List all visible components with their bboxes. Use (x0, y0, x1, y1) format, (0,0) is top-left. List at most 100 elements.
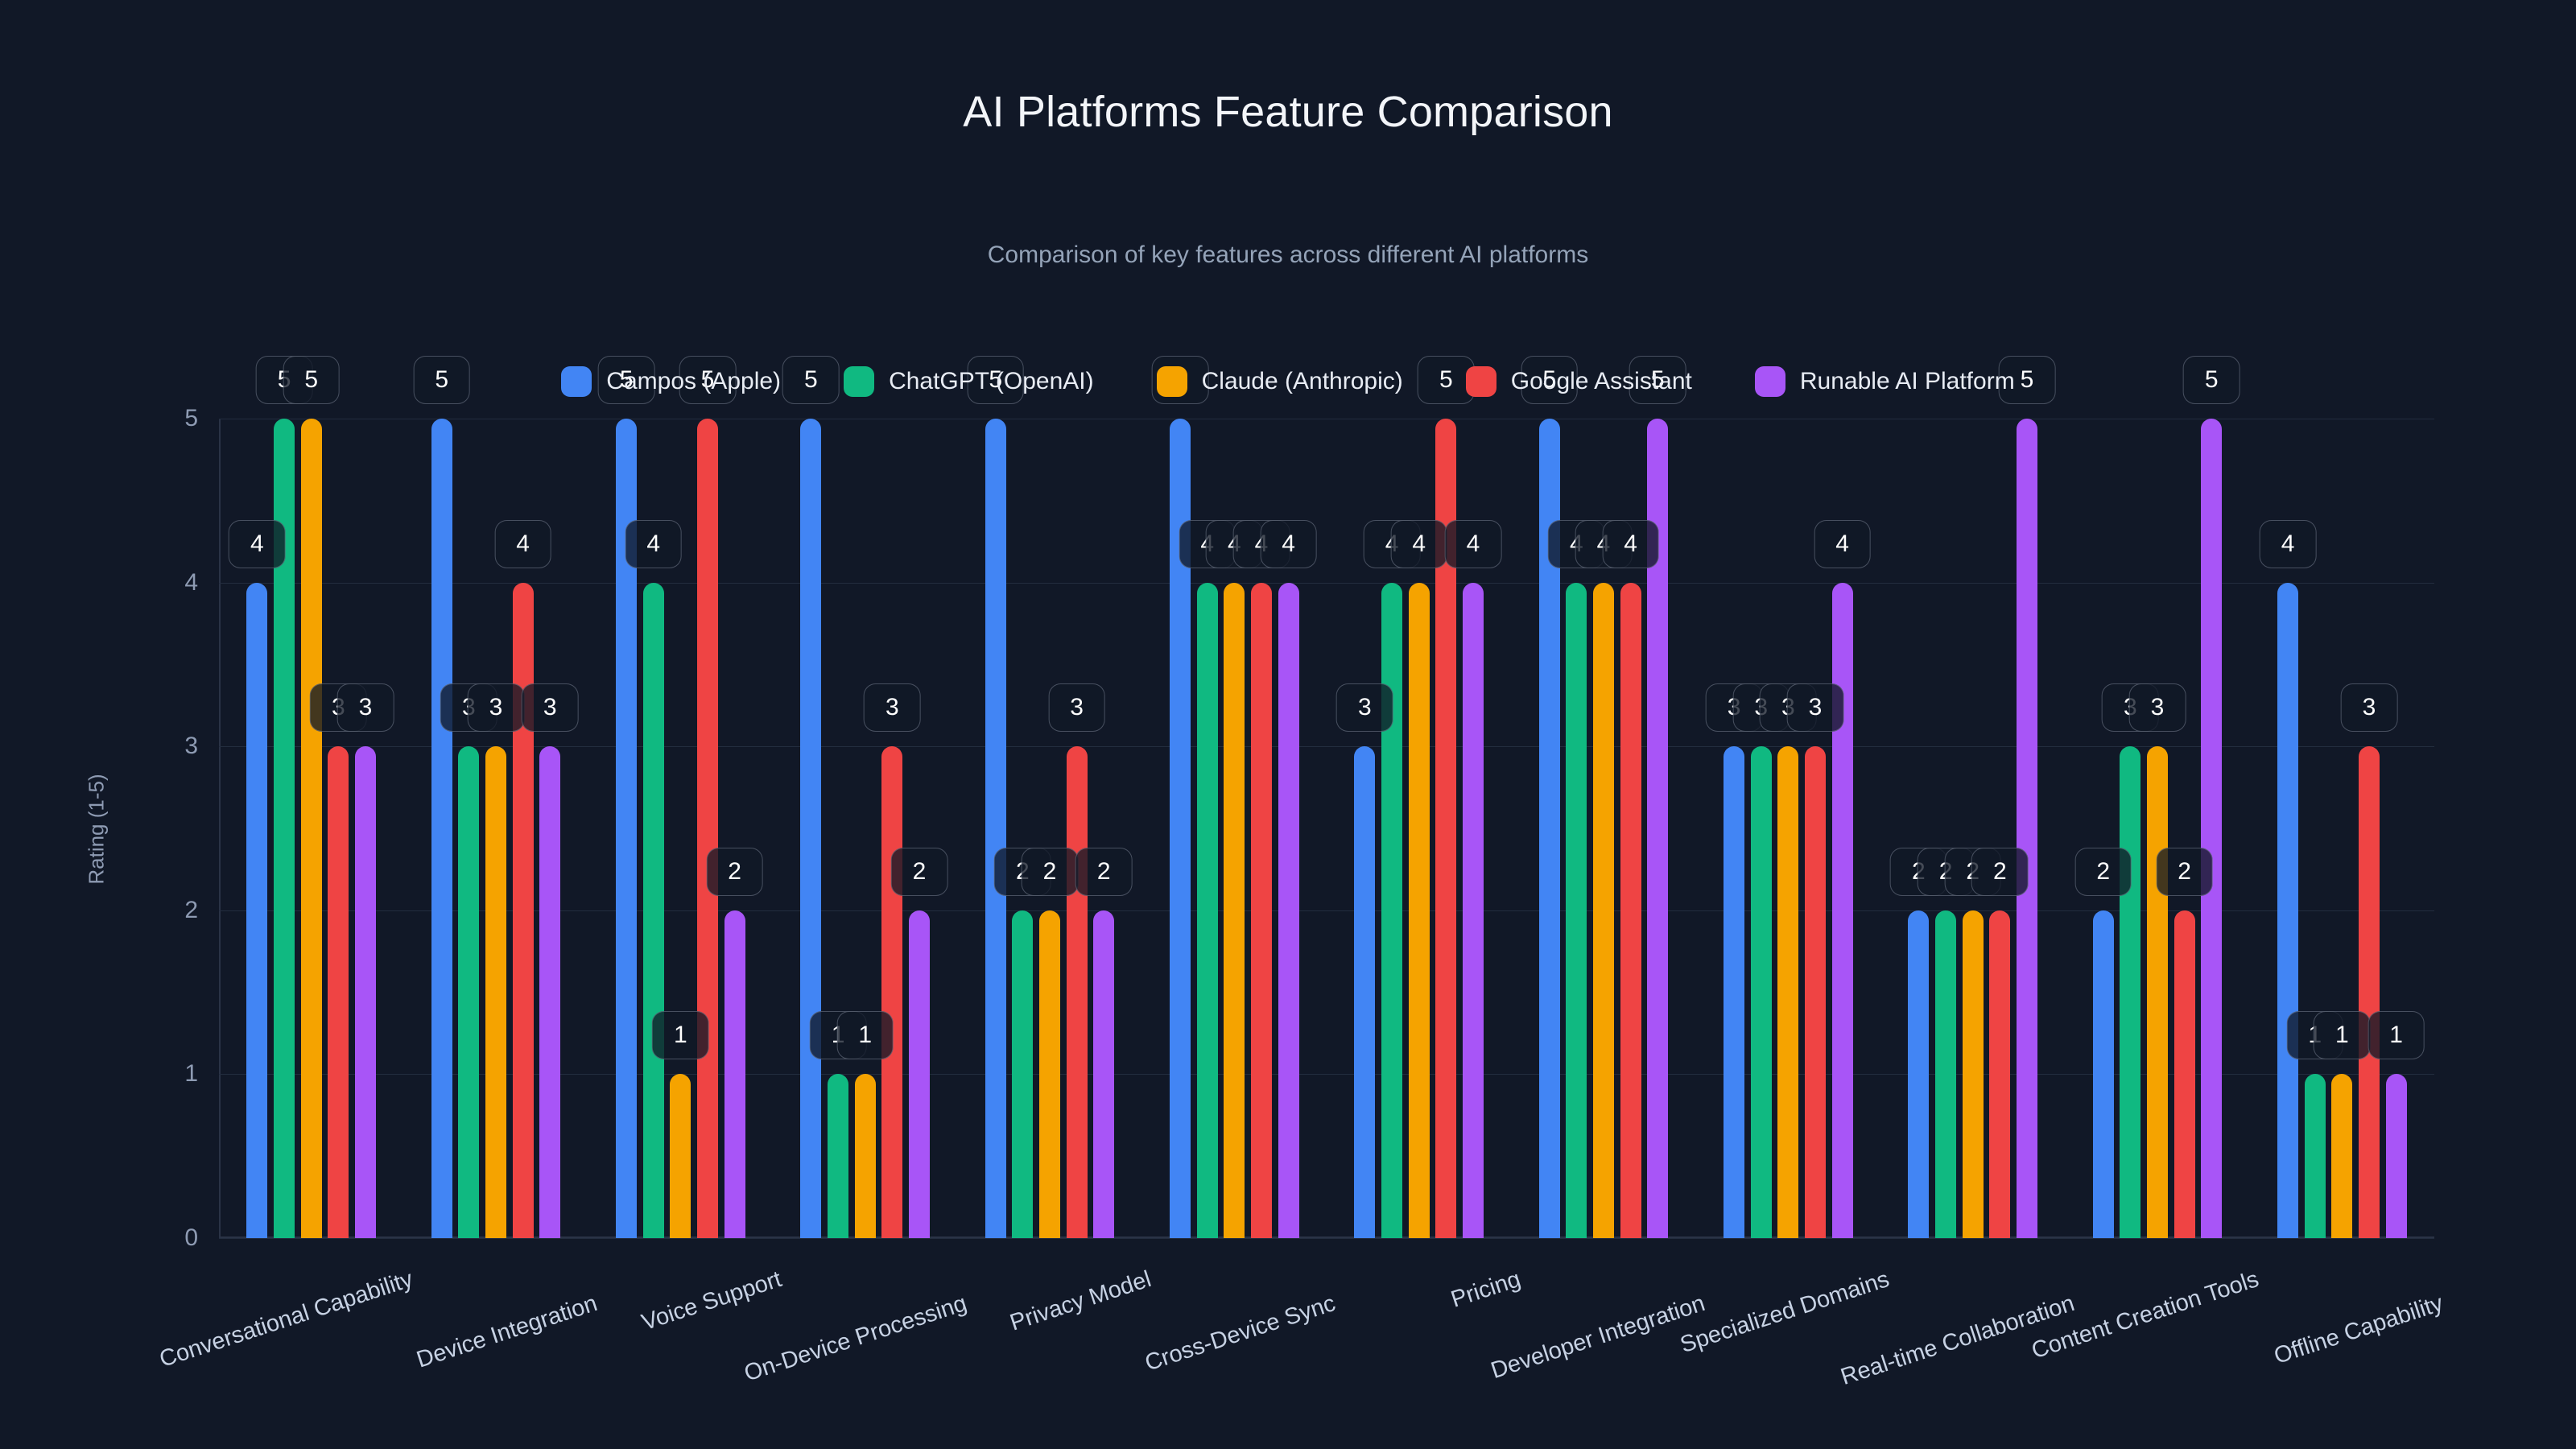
grid-line (219, 910, 2434, 911)
bar[interactable] (696, 419, 718, 1238)
plot-area: 0123454553353343541525113252232544443445… (184, 356, 2434, 1251)
bar[interactable] (1566, 582, 1587, 1238)
bar-value-label: 1 (2313, 1011, 2371, 1060)
y-axis-tick: 4 (184, 568, 198, 596)
chart-subtitle: Comparison of key features across differ… (987, 242, 1589, 268)
bar[interactable] (2016, 419, 2037, 1238)
bar-value-label: 4 (1814, 519, 1871, 568)
bar[interactable] (1831, 582, 1853, 1238)
bar[interactable] (2201, 419, 2223, 1238)
bar[interactable] (2147, 746, 2168, 1238)
bar[interactable] (1777, 746, 1799, 1238)
bar[interactable] (485, 746, 506, 1238)
bar[interactable] (2277, 582, 2299, 1238)
bar[interactable] (458, 746, 480, 1238)
legend-item-label: Runable AI Platform (1799, 368, 2015, 394)
bar[interactable] (1093, 910, 1115, 1238)
bar[interactable] (1408, 582, 1430, 1238)
bar[interactable] (2304, 1074, 2326, 1238)
bar-value-label: 2 (1971, 847, 2029, 896)
legend-item[interactable]: Campos (Apple) (561, 366, 781, 397)
x-axis-tick-label: Privacy Model (1006, 1266, 1154, 1336)
bar[interactable] (1381, 582, 1403, 1238)
bar-value-label: 3 (336, 683, 394, 733)
bar[interactable] (1462, 582, 1484, 1238)
bar[interactable] (246, 582, 268, 1238)
bar[interactable] (1224, 582, 1245, 1238)
bar-value-label: 1 (651, 1011, 709, 1060)
chart-title: AI Platforms Feature Comparison (963, 88, 1613, 136)
bar-value-label: 4 (1602, 519, 1659, 568)
bar[interactable] (1750, 746, 1772, 1238)
bar[interactable] (1962, 910, 1984, 1238)
bar[interactable] (2120, 746, 2141, 1238)
bar[interactable] (1012, 910, 1034, 1238)
bar-value-label: 4 (1260, 519, 1317, 568)
bar[interactable] (828, 1074, 849, 1238)
legend-swatch-icon (1754, 366, 1785, 397)
grid-line (219, 746, 2434, 748)
bar[interactable] (800, 419, 822, 1238)
bar-value-label: 2 (1075, 847, 1133, 896)
x-axis-tick-label: Pricing (1447, 1266, 1524, 1313)
x-axis-tick-label: Offline Capability (2271, 1290, 2447, 1370)
bar[interactable] (328, 746, 349, 1238)
bar[interactable] (1724, 746, 1745, 1238)
bar[interactable] (1039, 910, 1060, 1238)
bar[interactable] (908, 910, 930, 1238)
bar[interactable] (985, 419, 1006, 1238)
bar[interactable] (1620, 582, 1641, 1238)
bar-value-label: 2 (2074, 847, 2132, 896)
bar[interactable] (354, 746, 376, 1238)
bar[interactable] (1935, 910, 1957, 1238)
bar[interactable] (1066, 746, 1088, 1238)
legend-item[interactable]: Runable AI Platform (1754, 366, 2015, 397)
x-axis-tick-label: Device Integration (413, 1290, 601, 1373)
bar-value-label: 3 (521, 683, 579, 733)
bar-value-label: 2 (706, 847, 763, 896)
bar[interactable] (670, 1074, 691, 1238)
bar[interactable] (431, 419, 452, 1238)
bar-value-label: 1 (836, 1011, 894, 1060)
bar-value-label: 3 (1336, 683, 1393, 733)
bar[interactable] (881, 746, 903, 1238)
bar[interactable] (2331, 1074, 2353, 1238)
bar[interactable] (2092, 910, 2114, 1238)
bar[interactable] (1278, 582, 1299, 1238)
bar[interactable] (300, 419, 322, 1238)
y-axis-title: Rating (1-5) (84, 774, 109, 885)
bar-value-label: 3 (863, 683, 921, 733)
y-axis-tick: 1 (184, 1060, 198, 1088)
bar-value-label: 5 (782, 356, 840, 404)
grid-line (219, 1074, 2434, 1075)
x-axis-tick-label: Cross-Device Sync (1141, 1290, 1340, 1377)
bar[interactable] (854, 1074, 876, 1238)
bar[interactable] (1593, 582, 1614, 1238)
grid-line (219, 582, 2434, 584)
bar-value-label: 5 (283, 356, 340, 404)
bar[interactable] (2358, 746, 2380, 1238)
bar[interactable] (2174, 910, 2195, 1238)
y-axis-tick: 5 (184, 405, 198, 431)
bar-value-label: 4 (2259, 519, 2317, 568)
bar[interactable] (512, 582, 534, 1238)
bar[interactable] (1908, 910, 1930, 1238)
bar[interactable] (539, 746, 561, 1238)
bar-value-label: 5 (1998, 356, 2056, 404)
bar-value-label: 2 (2156, 847, 2213, 896)
bar-value-label: 1 (2368, 1011, 2425, 1060)
bar-value-label: 5 (967, 356, 1025, 404)
bar-value-label: 3 (1786, 683, 1844, 733)
bar[interactable] (1804, 746, 1826, 1238)
bar-value-label: 5 (679, 356, 737, 404)
bar[interactable] (1250, 582, 1272, 1238)
bar[interactable] (2385, 1074, 2407, 1238)
bar[interactable] (642, 582, 664, 1238)
bar[interactable] (1989, 910, 2011, 1238)
bar[interactable] (1196, 582, 1218, 1238)
bar[interactable] (724, 910, 745, 1238)
bar[interactable] (1354, 746, 1376, 1238)
bar-value-label: 5 (413, 356, 471, 404)
bar-value-label: 5 (1417, 356, 1475, 404)
